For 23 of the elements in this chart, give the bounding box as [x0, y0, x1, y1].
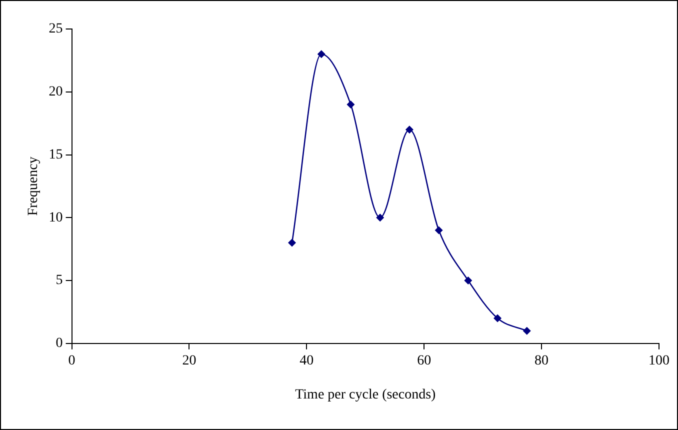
point: [376, 214, 384, 222]
x-tick-label: 0: [68, 353, 76, 368]
x-axis-title: Time per cycle (seconds): [295, 387, 436, 402]
x-tick-label: 60: [417, 353, 432, 368]
point: [494, 314, 502, 322]
point: [522, 326, 531, 335]
point: [464, 276, 472, 285]
y-tick-label: 0: [56, 336, 63, 352]
y-tick-label: 15: [48, 147, 63, 162]
x-tick-label: 100: [648, 353, 670, 368]
x-tick-label: 40: [300, 353, 314, 368]
y-tick-label: 25: [48, 22, 63, 37]
point: [288, 238, 296, 247]
point: [317, 50, 326, 58]
point: [405, 126, 414, 134]
y-tick-label: 20: [48, 84, 63, 100]
x-tick-label: 80: [534, 353, 549, 368]
y-tick-label: 10: [48, 210, 63, 226]
y-axis-title: Frequency: [26, 156, 42, 216]
point: [434, 226, 443, 234]
point: [346, 100, 355, 108]
y-tick-label: 5: [56, 273, 63, 288]
x-tick-label: 20: [182, 353, 196, 368]
